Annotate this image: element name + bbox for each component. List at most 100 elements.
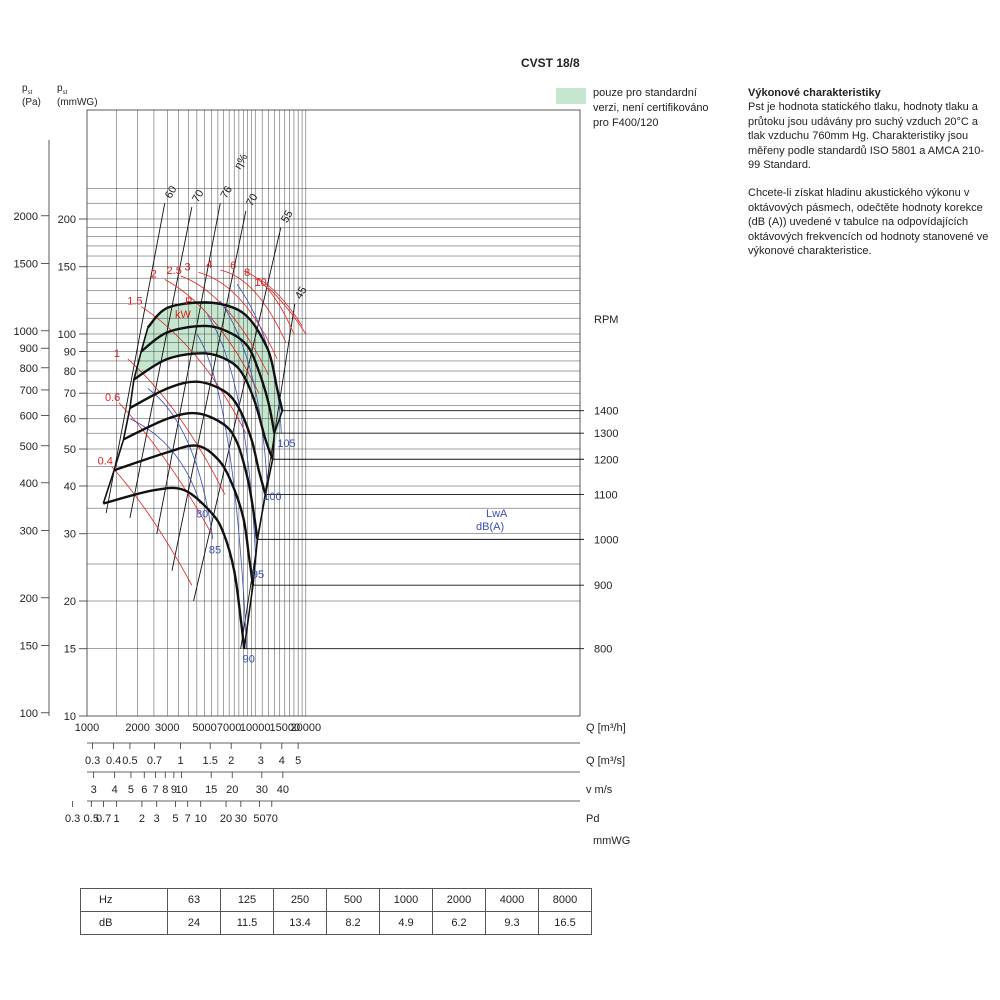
noise-unit: dB(A)	[476, 521, 504, 533]
qs-tick-label: 0.7	[147, 755, 162, 767]
mm-tick-label: 40	[64, 481, 76, 493]
pa-tick-label: 300	[20, 526, 38, 538]
octave-db-label: dB	[80, 911, 168, 935]
noise-label: 105	[277, 438, 295, 450]
pd-tick-label: 70	[266, 813, 278, 825]
description-panel: Výkonové charakteristiky Pst je hodnota …	[748, 86, 993, 272]
power-curve	[220, 269, 287, 343]
power-symbol: P	[185, 296, 192, 308]
qs-tick-label: 0.4	[106, 755, 121, 767]
efficiency-line	[105, 203, 166, 514]
velocity-tick-label: 7	[152, 784, 158, 796]
power-label: 6	[230, 260, 236, 272]
x-tick-label: 1000	[75, 722, 99, 734]
mm-tick-label: 100	[58, 329, 76, 341]
power-curve	[198, 271, 278, 360]
noise-label: 85	[209, 544, 221, 556]
velocity-tick-label: 4	[112, 784, 118, 796]
octave-hz-row: Hz 63 125 250 500 1000 2000 4000 8000	[80, 888, 592, 912]
power-label: 2	[151, 268, 157, 280]
mm-unit: (mmWG)	[57, 97, 98, 108]
pd-tick-label: 50	[253, 813, 265, 825]
octave-hz-cell: 125	[220, 888, 274, 912]
pa-tick-label: 100	[20, 708, 38, 720]
description-paragraph-1: Pst je hodnota statického tlaku, hodnoty…	[748, 101, 985, 172]
mm-axis-title: pst (mmWG)	[57, 84, 98, 108]
mm-tick-label: 90	[64, 346, 76, 358]
efficiency-label: 70	[244, 192, 261, 209]
x-tick-label: 15000	[270, 722, 301, 734]
efficiency-label: 76	[218, 184, 235, 201]
rpm-tick-label: 1100	[594, 490, 618, 502]
pa-tick-label: 700	[20, 385, 38, 397]
efficiency-label: 55	[279, 208, 296, 225]
qs-axis-title: Q [m³/s]	[586, 755, 625, 767]
noise-label: 100	[263, 491, 281, 503]
fan-curve-rpm-1000	[123, 411, 259, 540]
fan-curve-rpm-900	[113, 444, 255, 586]
qs-tick-label: 5	[295, 755, 301, 767]
power-label: 1.5	[127, 296, 142, 308]
mm-tick-label: 80	[64, 366, 76, 378]
octave-db-cell: 4.9	[379, 911, 433, 935]
efficiency-label: 70	[190, 188, 207, 205]
mm-tick-label: 20	[64, 596, 76, 608]
velocity-axis-title: v m/s	[586, 784, 613, 796]
pa-tick-label: 800	[20, 363, 38, 375]
start-envelope-line	[102, 327, 149, 504]
efficiency-line	[240, 303, 296, 649]
mm-tick-label: 60	[64, 414, 76, 426]
pa-subscript: st	[27, 90, 33, 96]
pd-tick-label: 2	[139, 813, 145, 825]
velocity-tick-label: 6	[141, 784, 147, 796]
power-label: 10	[255, 277, 267, 289]
x-tick-label: 20000	[291, 722, 322, 734]
qs-tick-label: 3	[258, 755, 264, 767]
velocity-tick-label: 40	[277, 784, 289, 796]
pd-tick-label: 5	[172, 813, 178, 825]
octave-db-cell: 24	[167, 911, 221, 935]
octave-hz-cell: 2000	[432, 888, 486, 912]
power-label: 4	[206, 259, 212, 271]
pd-tick-label: 3	[154, 813, 160, 825]
fan-curve-rpm-1300	[140, 324, 276, 434]
legend-text: pouze pro standardní verzi, není certifi…	[593, 87, 709, 129]
noise-label: 80	[196, 508, 208, 520]
velocity-tick-label: 30	[256, 784, 268, 796]
plot-frame	[86, 109, 581, 717]
power-label: 1	[114, 348, 120, 360]
pa-axis-title: pst (Pa)	[22, 84, 41, 108]
noise-symbol: LwA	[486, 508, 508, 520]
mm-subscript: st	[62, 90, 68, 96]
power-curve	[244, 270, 295, 335]
fan-curve-rpm-800	[102, 486, 246, 649]
rpm-axis-title: RPM	[594, 314, 618, 326]
power-label: 2.5	[167, 265, 182, 277]
mm-tick-label: 200	[58, 214, 76, 226]
qs-tick-label: 0.5	[122, 755, 137, 767]
fan-curve-rpm-1100	[129, 380, 267, 495]
octave-hz-cell: 63	[167, 888, 221, 912]
pd-tick-label: 0.3	[65, 813, 80, 825]
octave-correction-table: Hz 63 125 250 500 1000 2000 4000 8000 dB…	[80, 888, 592, 935]
pa-tick-label: 1000	[14, 326, 38, 338]
qs-tick-label: 0.3	[85, 755, 100, 767]
envelope-line	[243, 410, 284, 649]
x-axis-title: Q [m³/h]	[586, 722, 626, 734]
octave-db-cell: 16.5	[538, 911, 592, 935]
pa-unit: (Pa)	[22, 97, 41, 108]
power-unit: kW	[175, 309, 192, 321]
description-paragraph-2: Chcete-li získat hladinu akustického výk…	[748, 187, 989, 258]
power-curve	[257, 277, 303, 327]
efficiency-label: 60	[163, 184, 180, 201]
octave-db-row: dB 24 11.5 13.4 8.2 4.9 6.2 9.3 16.5	[80, 911, 592, 935]
octave-db-cell: 9.3	[485, 911, 539, 935]
x-tick-label: 3000	[155, 722, 179, 734]
pa-tick-label: 150	[20, 640, 38, 652]
pd-tick-label: 30	[235, 813, 247, 825]
power-curve	[127, 358, 226, 495]
rpm-tick-label: 800	[594, 644, 612, 656]
velocity-tick-label: 8	[162, 784, 168, 796]
pa-symbol: p	[22, 83, 28, 94]
